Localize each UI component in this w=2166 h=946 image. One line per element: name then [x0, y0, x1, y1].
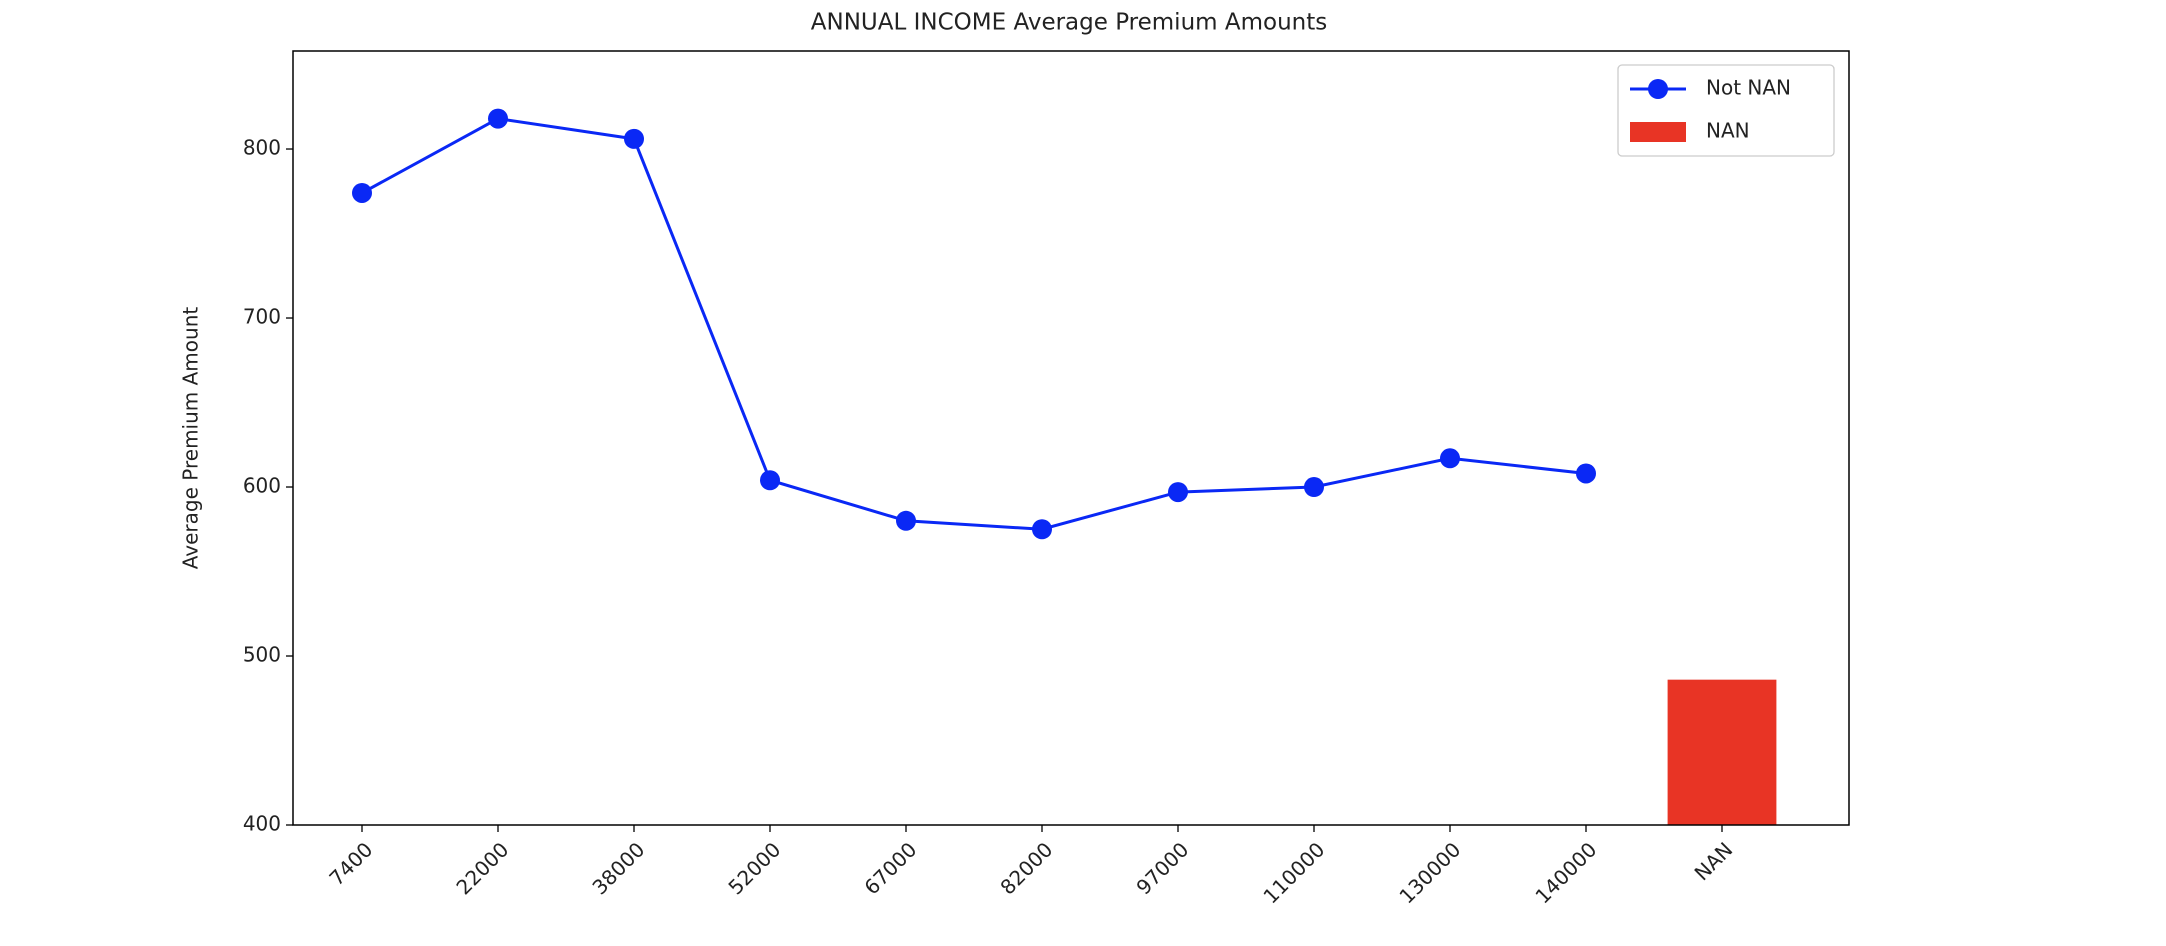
legend-label: NAN	[1706, 119, 1750, 143]
legend-label: Not NAN	[1706, 76, 1791, 100]
x-tick-label: 110000	[1258, 837, 1329, 908]
point	[488, 108, 508, 129]
x-tick-label: 130000	[1394, 837, 1465, 908]
y-tick-label: 700	[243, 305, 281, 329]
point	[896, 510, 916, 531]
point	[352, 182, 372, 203]
y-axis-label: Average Premium Amount	[179, 307, 203, 570]
plot-frame	[292, 50, 1850, 826]
x-tick-label: 140000	[1530, 837, 1601, 908]
y-tick-label: 400	[243, 812, 281, 836]
x-tick-label: 67000	[859, 837, 921, 899]
legend-marker	[1648, 79, 1668, 99]
line	[361, 117, 1587, 531]
x-tick-label: 52000	[723, 837, 785, 899]
point	[1032, 519, 1052, 540]
point	[760, 470, 780, 491]
point	[1304, 477, 1324, 498]
x-tick-label: 7400	[324, 837, 377, 890]
y-tick-label: 600	[243, 474, 281, 498]
legend: Not NAN NAN	[1617, 64, 1835, 157]
point	[624, 128, 644, 149]
point	[1576, 463, 1596, 484]
x-tick-label: 97000	[1131, 837, 1193, 899]
x-tick-label: 82000	[995, 837, 1057, 899]
x-tick-label: 38000	[587, 837, 649, 899]
y-tick-label: 800	[243, 136, 281, 160]
legend-swatch	[1630, 122, 1686, 142]
x-tick-label: 22000	[451, 837, 513, 899]
chart-title: ANNUAL INCOME Average Premium Amounts	[811, 10, 1327, 36]
bar	[1667, 679, 1777, 825]
y-tick-label: 500	[243, 643, 281, 667]
point	[1168, 482, 1188, 503]
x-tick-label: NAN	[1690, 837, 1738, 885]
point	[1440, 448, 1460, 469]
